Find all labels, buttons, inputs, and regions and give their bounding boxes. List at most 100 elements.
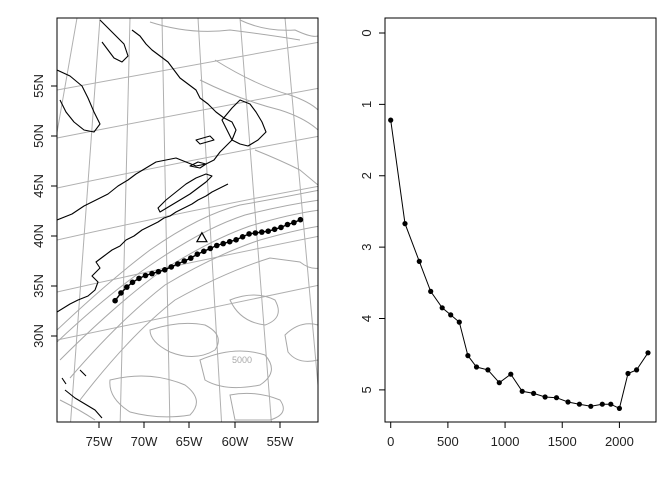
map-y-tick-label: 35N <box>31 274 46 298</box>
profile-point <box>388 117 394 123</box>
profile-point <box>485 367 491 373</box>
track-point <box>162 267 168 273</box>
track-point <box>201 248 207 255</box>
graticule-meridians <box>57 18 318 422</box>
profile-x-tick-label: 500 <box>437 434 459 449</box>
track-point <box>175 261 181 267</box>
track-point <box>188 255 194 261</box>
profile-frame <box>384 17 657 423</box>
coastlines <box>57 19 267 419</box>
map-frame <box>56 17 319 423</box>
track-point <box>284 221 291 228</box>
profile-axes: 0 500 1000 1500 2000 0 1 2 3 4 5 <box>359 29 634 449</box>
track-point <box>118 290 124 296</box>
map-x-tick-label: 75W <box>86 434 113 449</box>
hudson-inlet <box>57 69 101 133</box>
profile-x-tick-label: 2000 <box>605 434 634 449</box>
profile-panel: 0 500 1000 1500 2000 0 1 2 3 4 5 <box>359 17 657 449</box>
profile-y-tick-label: 5 <box>359 386 374 393</box>
track-point <box>226 238 233 245</box>
track-point <box>271 226 278 233</box>
profile-point <box>531 390 537 396</box>
map-y-tick-label: 45N <box>31 174 46 198</box>
profile-y-tick-label: 0 <box>359 29 374 36</box>
map-y-tick-label: 40N <box>31 224 46 248</box>
map-x-tick-label: 55W <box>267 434 294 449</box>
profile-point <box>576 401 583 407</box>
track-point <box>181 258 188 264</box>
profile-y-tick-label: 1 <box>359 101 374 108</box>
track-point <box>239 234 246 240</box>
anticosti-island <box>195 135 215 145</box>
profile-point <box>402 221 408 227</box>
profile-point <box>599 401 605 407</box>
track-point <box>194 251 201 257</box>
track-point <box>207 245 214 252</box>
track-point <box>259 229 265 235</box>
track-point <box>252 230 259 236</box>
map-x-tick-label: 70W <box>131 434 158 449</box>
map-x-tick-label: 65W <box>176 434 203 449</box>
profile-point <box>645 350 651 356</box>
profile-x-tick-label: 1000 <box>491 434 520 449</box>
map-x-tick-label: 60W <box>222 434 249 449</box>
profile-point <box>473 364 480 370</box>
profile-point <box>553 395 560 401</box>
profile-points <box>388 117 651 411</box>
track-line <box>114 219 301 302</box>
profile-point <box>542 394 548 400</box>
profile-y-tick-label: 4 <box>359 315 374 322</box>
track-point <box>149 270 155 277</box>
nova-scotia <box>157 173 213 213</box>
canada-coast <box>57 29 237 221</box>
map-panel: 5000 75W 70W 65W 60W 55W <box>31 17 319 449</box>
profile-y-tick-label: 3 <box>359 244 374 251</box>
profile-point <box>519 388 525 394</box>
us-east-coast <box>57 183 229 313</box>
station-triangle-marker <box>195 231 208 243</box>
profile-point <box>634 367 640 373</box>
bathymetry-label: 5000 <box>232 355 252 365</box>
map-y-tick-label: 50N <box>31 124 46 148</box>
profile-point <box>508 371 514 377</box>
track-point <box>155 268 162 275</box>
track-point <box>112 297 118 304</box>
profile-point <box>565 399 571 405</box>
profile-x-tick-label: 0 <box>387 434 394 449</box>
track-point <box>246 231 252 237</box>
map-y-axis: 30N 35N 40N 45N 50N 55N <box>31 74 58 348</box>
map-x-axis: 75W 70W 65W 60W 55W <box>86 421 294 449</box>
map-y-tick-label: 55N <box>31 74 46 98</box>
track-point <box>291 219 297 226</box>
track-point <box>129 279 136 286</box>
track-point <box>233 237 239 243</box>
bathymetry-contours <box>57 19 318 421</box>
track-point <box>142 272 149 279</box>
profile-point <box>448 312 454 318</box>
cuba-bahamas <box>61 369 103 419</box>
profile-y-tick-label: 2 <box>359 172 374 179</box>
profile-point <box>439 305 445 311</box>
track-points <box>112 216 304 304</box>
track-point <box>214 242 220 249</box>
newfoundland <box>221 99 267 147</box>
profile-point <box>496 380 502 386</box>
profile-point <box>616 405 623 411</box>
labrador-north <box>99 19 129 63</box>
map-y-tick-label: 30N <box>31 324 46 348</box>
track-point <box>168 264 175 270</box>
profile-point <box>608 401 614 407</box>
prince-edward-island <box>189 161 207 169</box>
profile-point <box>625 370 631 377</box>
track-point <box>265 228 272 234</box>
track-point <box>124 284 130 290</box>
track-point <box>220 240 226 247</box>
graticule-parallels <box>57 41 318 341</box>
profile-point <box>588 403 594 409</box>
profile-point <box>456 319 462 325</box>
track-point <box>297 216 304 223</box>
track-point <box>136 275 142 282</box>
profile-point <box>465 353 471 359</box>
profile-x-tick-label: 1500 <box>548 434 577 449</box>
